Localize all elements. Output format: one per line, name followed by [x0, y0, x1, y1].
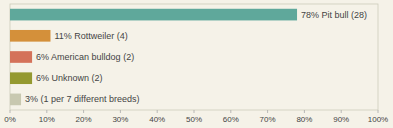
- bar: [10, 51, 32, 63]
- x-tick: [304, 110, 305, 113]
- x-tick: [230, 110, 231, 113]
- x-tick: [10, 110, 11, 113]
- bar: [10, 30, 50, 42]
- x-tick-label: 100%: [368, 115, 388, 124]
- plot-frame: [10, 4, 378, 110]
- x-tick-label: 40%: [149, 115, 165, 124]
- x-tick: [194, 110, 195, 113]
- category-label: 11% Rottweiler (4): [54, 31, 127, 41]
- x-tick: [341, 110, 342, 113]
- x-tick-label: 10%: [39, 115, 55, 124]
- x-tick: [157, 110, 158, 113]
- bars: [10, 9, 297, 105]
- x-tick: [378, 110, 379, 113]
- x-tick-label: 0%: [4, 115, 16, 124]
- category-label: 78% Pit bull (28): [301, 10, 367, 20]
- x-tick-label: 50%: [186, 115, 202, 124]
- x-tick: [267, 110, 268, 113]
- x-tick: [46, 110, 47, 113]
- x-tick-label: 90%: [333, 115, 349, 124]
- x-tick-label: 60%: [223, 115, 239, 124]
- chart-container: 0% 10% 20% 30% 40% 50% 60% 70% 80% 90% 100% 78% Pit…: [0, 0, 393, 128]
- bar: [10, 9, 297, 21]
- category-label: 6% Unknown (2): [36, 73, 103, 83]
- x-tick-label: 20%: [76, 115, 92, 124]
- bar: [10, 94, 21, 106]
- x-tick-label: 30%: [112, 115, 128, 124]
- x-tick: [120, 110, 121, 113]
- bar: [10, 72, 32, 84]
- x-tick-label: 70%: [260, 115, 276, 124]
- category-label: 6% American bulldog (2): [36, 52, 134, 62]
- category-label: 3% (1 per 7 different breeds): [25, 94, 139, 104]
- chart: 0% 10% 20% 30% 40% 50% 60% 70% 80% 90% 100% 78% Pit…: [0, 0, 393, 128]
- x-tick: [83, 110, 84, 113]
- x-tick-label: 80%: [296, 115, 312, 124]
